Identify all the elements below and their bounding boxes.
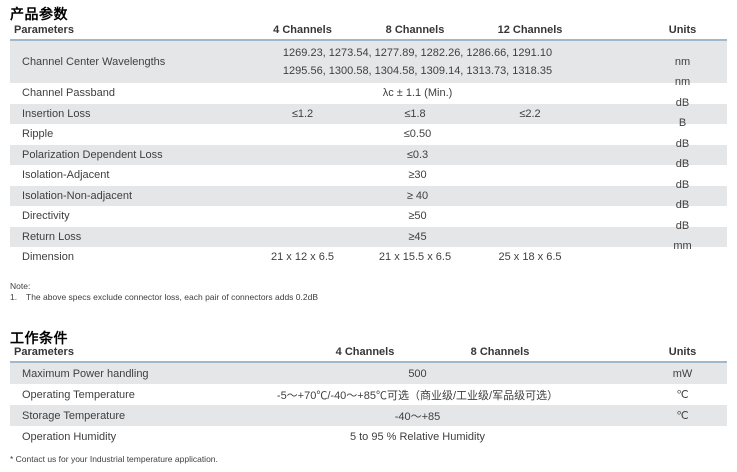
product-parameters-table: Parameters 4 Channels 8 Channels 12 Chan… — [10, 22, 727, 268]
industrial-temperature-footnote: * Contact us for your Industrial tempera… — [10, 454, 218, 464]
param-value: 5 to 95 % Relative Humidity — [349, 430, 486, 443]
table-row: Maximum Power handling 500 mW — [10, 363, 727, 384]
note-number: 1. — [10, 292, 18, 302]
note-label: Note: — [10, 281, 31, 291]
param-label: Polarization Dependent Loss — [22, 148, 163, 161]
table2-rows: Maximum Power handling 500 mW Operating … — [10, 363, 727, 447]
param-label: Isolation-Adjacent — [22, 169, 110, 182]
table2-header-4ch: 4 Channels — [335, 346, 395, 358]
param-label: Directivity — [22, 210, 70, 223]
table-row: Isolation-Non-adjacent ≥ 40 dB — [10, 179, 727, 206]
param-value: ≥45 — [408, 230, 427, 243]
param-label: Operation Humidity — [22, 430, 117, 443]
unit-cell: dB — [630, 199, 735, 227]
param-label: Channel Passband — [22, 87, 115, 100]
param-value: 1269.23, 1273.54, 1277.89, 1282.26, 1286… — [245, 41, 590, 83]
unit-text: dB — [675, 158, 690, 170]
unit-cell: mW — [672, 367, 693, 380]
table-row: Channel Passband λc ± 1.1 (Min.) nm — [10, 76, 727, 104]
table-row: Operation Humidity 5 to 95 % Relative Hu… — [10, 426, 727, 447]
unit-cell: dB — [630, 158, 735, 186]
table-row: Insertion Loss ≤1.2 ≤1.8 ≤2.2 dB — [10, 97, 727, 124]
param-label: Insertion Loss — [22, 107, 91, 120]
table1-header-parameters: Parameters — [14, 24, 74, 36]
param-label: Isolation-Non-adjacent — [22, 189, 133, 202]
table2-header-parameters: Parameters — [14, 346, 74, 358]
unit-cell: nm — [674, 56, 691, 68]
value-4ch: ≤1.2 — [291, 107, 314, 120]
param-label: Dimension — [22, 251, 74, 264]
table-row: Polarization Dependent Loss ≤0.3 dB — [10, 138, 727, 165]
value-4ch: 21 x 12 x 6.5 — [271, 251, 334, 264]
product-parameters-title: 产品参数 — [10, 6, 68, 22]
unit-cell: dB — [630, 97, 735, 125]
value-12ch: ≤2.2 — [519, 107, 541, 120]
note-item: 1. The above specs exclude connector los… — [10, 292, 318, 302]
table-row: Return Loss ≥45 dB — [10, 220, 727, 247]
param-value: ≤0.50 — [403, 128, 432, 141]
table1-note: Note: 1. The above specs exclude connect… — [10, 281, 318, 302]
param-label: Maximum Power handling — [22, 367, 149, 380]
table-row: Ripple ≤0.50 B — [10, 117, 727, 145]
param-label: Storage Temperature — [22, 409, 126, 422]
table1-header-units: Units — [668, 24, 697, 36]
unit-text: nm — [674, 76, 691, 88]
table1-header-row: Parameters 4 Channels 8 Channels 12 Chan… — [10, 22, 727, 41]
param-label: Return Loss — [22, 230, 82, 243]
param-value: -40～+85 — [394, 410, 441, 423]
table2-header-row: Parameters 4 Channels 8 Channels Units — [10, 344, 727, 363]
param-value: ≥ 40 — [406, 189, 429, 202]
value-12ch: 25 x 18 x 6.5 — [498, 251, 562, 264]
table-row: Storage Temperature -40～+85 ℃ — [10, 405, 727, 426]
unit-text: B — [678, 117, 687, 129]
value-8ch: 21 x 15.5 x 6.5 — [378, 251, 452, 264]
table1-header-12ch: 12 Channels — [497, 24, 563, 36]
table-row: Channel Center Wavelengths 1269.23, 1273… — [10, 41, 727, 83]
table1-header-4ch: 4 Channels — [273, 24, 332, 36]
table2-header-8ch: 8 Channels — [470, 346, 530, 358]
unit-cell: ℃ — [676, 410, 689, 422]
working-conditions-table: Parameters 4 Channels 8 Channels Units M… — [10, 344, 727, 447]
unit-cell: dB — [630, 220, 735, 248]
unit-cell: ℃ — [676, 389, 689, 401]
value-8ch: ≤1.8 — [404, 107, 426, 120]
unit-text: dB — [675, 137, 690, 150]
wavelengths-line1: 1269.23, 1273.54, 1277.89, 1282.26, 1286… — [282, 47, 553, 59]
unit-cell — [630, 426, 735, 447]
unit-text: dB — [675, 178, 690, 191]
unit-cell: mm — [630, 240, 735, 268]
note-text: The above specs exclude connector loss, … — [26, 292, 319, 302]
unit-cell: dB — [630, 179, 735, 207]
unit-text: dB — [675, 219, 690, 232]
table2-header-units: Units — [668, 346, 697, 358]
table-row: Isolation-Adjacent ≥30 dB — [10, 158, 727, 186]
unit-cell: nm — [630, 76, 735, 104]
unit-text: dB — [675, 96, 690, 109]
table-row: Dimension 21 x 12 x 6.5 21 x 15.5 x 6.5 … — [10, 240, 727, 268]
unit-text: mm — [673, 240, 692, 252]
param-value: ≥30 — [408, 169, 427, 182]
table-row: Operating Temperature -5～+70℃/-40～+85℃可选… — [10, 384, 727, 405]
param-value: ≤0.3 — [406, 148, 429, 161]
table1-rows: Channel Center Wavelengths 1269.23, 1273… — [10, 41, 727, 268]
table-row: Directivity ≥50 dB — [10, 199, 727, 227]
param-value: ≥50 — [408, 210, 427, 223]
unit-cell: dB — [630, 138, 735, 166]
unit-cell: B — [630, 117, 735, 145]
param-value: 500 — [408, 367, 427, 380]
wavelengths-line2: 1295.56, 1300.58, 1304.58, 1309.14, 1313… — [282, 65, 553, 77]
param-label: Operating Temperature — [22, 388, 135, 401]
unit-text: dB — [675, 199, 690, 211]
param-label: Ripple — [22, 128, 54, 141]
param-value: -5～+70℃/-40～+85℃可选（商业级/工业级/军品级可选） — [276, 389, 559, 402]
working-conditions-title: 工作条件 — [10, 330, 68, 346]
param-value: λc ± 1.1 (Min.) — [382, 87, 453, 100]
table1-header-8ch: 8 Channels — [385, 24, 445, 36]
param-label: Channel Center Wavelengths — [22, 56, 166, 68]
